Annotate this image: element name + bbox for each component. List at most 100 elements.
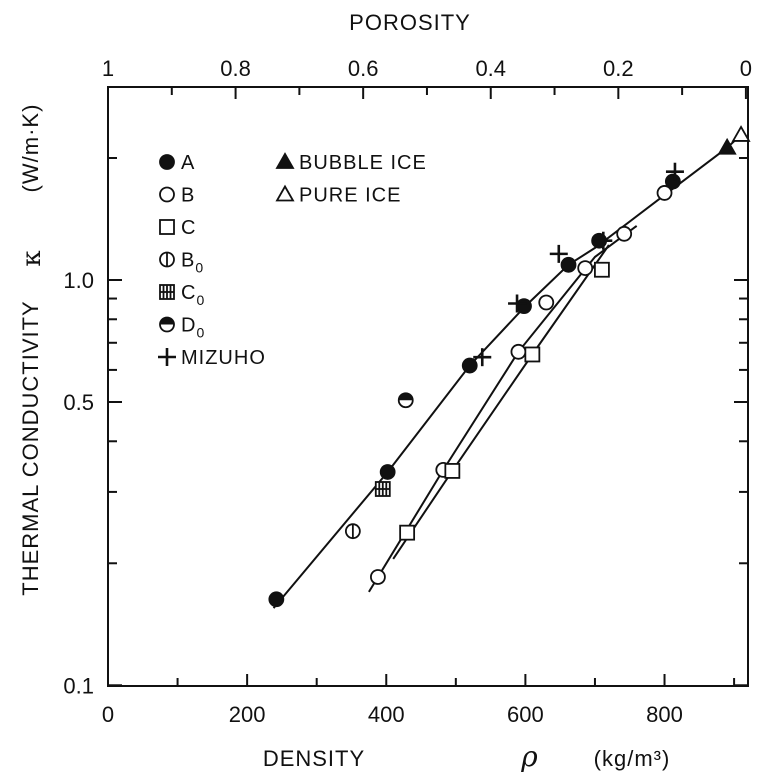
- legend-marker: [159, 316, 175, 333]
- series-pure-ice: [731, 125, 751, 142]
- marker-shape: [275, 184, 295, 202]
- fit-line-c: [392, 244, 610, 560]
- marker-shape: [516, 298, 532, 315]
- marker-shape: [159, 154, 175, 170]
- legend-marker: [159, 219, 175, 235]
- legend-marker: [159, 284, 175, 300]
- x-tick-label: 0: [102, 702, 114, 727]
- x2-tick-label: 1: [102, 56, 114, 81]
- marker-shape: [594, 261, 610, 278]
- x-tick-label: 600: [507, 702, 544, 727]
- data-point: [594, 231, 613, 250]
- x2-tick-label: 0.6: [348, 56, 379, 81]
- y-tick-label: 1.0: [63, 268, 94, 293]
- legend-label: B: [181, 185, 195, 207]
- legend: ABC B0 C0 D0 MIZUHO BUBBLE ICE PURE ICE: [158, 152, 427, 369]
- marker-shape: [616, 225, 633, 242]
- legend-item: B: [159, 185, 195, 207]
- y-tick-label: 0.5: [63, 390, 94, 415]
- legend-item: A: [159, 152, 195, 174]
- plot-frame: [107, 86, 749, 687]
- x2-tick-label: 0.8: [220, 56, 251, 81]
- legend-label-subscript: 0: [196, 325, 205, 341]
- marker-shape: [524, 346, 541, 363]
- legend-item: PURE ICE: [275, 184, 401, 207]
- marker-fill: [160, 317, 174, 325]
- x-axis-unit: (kg/m³): [594, 746, 671, 771]
- legend-marker: [159, 251, 175, 268]
- legend-marker: [275, 152, 295, 169]
- marker-shape: [656, 185, 673, 201]
- marker-fill: [398, 393, 413, 401]
- marker-shape: [560, 256, 577, 273]
- data-point: [656, 185, 673, 201]
- marker-shape: [399, 524, 416, 541]
- data-point: [717, 137, 737, 155]
- data-point: [370, 569, 386, 585]
- legend-label: D0: [181, 315, 205, 341]
- legend-label: C0: [181, 282, 205, 308]
- series-c0: [374, 481, 391, 497]
- marker-shape: [370, 569, 386, 585]
- marker-shape: [577, 260, 594, 276]
- data-point: [344, 523, 361, 540]
- y-tick-label: 0.1: [63, 673, 94, 698]
- legend-marker: [159, 154, 175, 170]
- data-point: [516, 298, 532, 315]
- legend-marker: [275, 184, 295, 202]
- data-point: [731, 125, 751, 142]
- data-point: [268, 591, 285, 608]
- axis-ticks: 0 200 400 600 800 1 0.8 0.6 0.4 0.2 0 0.1 0.5 1.0: [63, 56, 752, 727]
- data-point: [508, 294, 527, 313]
- data-point: [399, 524, 416, 541]
- x-axis-symbol: ρ: [520, 740, 538, 773]
- series-b0: [344, 523, 361, 540]
- y-axis-unit: (W/m·K): [18, 104, 43, 193]
- y-axis-label: THERMAL CONDUCTIVITY: [18, 300, 43, 595]
- legend-label: PURE ICE: [299, 185, 401, 207]
- marker-shape: [538, 294, 555, 311]
- data-point: [524, 346, 541, 363]
- x-tick-label: 400: [368, 702, 405, 727]
- data-point: [461, 357, 478, 374]
- legend-marker: [158, 348, 176, 366]
- legend-item: B0: [159, 250, 204, 276]
- data-point: [374, 481, 391, 497]
- data-point: [560, 256, 577, 273]
- data-point: [379, 464, 396, 480]
- data-point: [538, 294, 555, 311]
- marker-shape: [731, 125, 751, 142]
- marker-shape: [461, 357, 478, 374]
- legend-label: MIZUHO: [181, 347, 266, 369]
- legend-item: C: [159, 217, 195, 239]
- data-point: [397, 392, 414, 409]
- data-points: [268, 125, 751, 608]
- data-point: [510, 343, 527, 360]
- marker-shape: [275, 152, 295, 169]
- legend-label: BUBBLE ICE: [299, 152, 427, 174]
- x-tick-label: 800: [646, 702, 683, 727]
- legend-item: BUBBLE ICE: [275, 152, 427, 174]
- x2-axis-title: POROSITY: [349, 10, 471, 35]
- data-point: [665, 162, 684, 181]
- legend-label-subscript: 0: [196, 292, 205, 308]
- legend-label-subscript: 0: [195, 260, 204, 276]
- marker-shape: [444, 463, 461, 479]
- series-mizuho: [473, 162, 684, 367]
- legend-marker: [159, 186, 175, 203]
- data-point: [549, 244, 568, 263]
- legend-item: D0: [159, 315, 205, 341]
- data-point: [473, 348, 492, 367]
- x2-tick-label: 0.2: [603, 56, 634, 81]
- legend-item: MIZUHO: [158, 347, 266, 369]
- legend-item: C0: [159, 282, 205, 308]
- legend-label: A: [181, 152, 195, 174]
- x-tick-label: 200: [229, 702, 266, 727]
- marker-shape: [159, 219, 175, 235]
- x-axis-label: DENSITY: [263, 746, 365, 771]
- marker-shape: [268, 591, 285, 608]
- y-axis-title: THERMAL CONDUCTIVITY κ (W/m·K): [17, 104, 47, 596]
- data-point: [444, 463, 461, 479]
- marker-shape: [510, 343, 527, 360]
